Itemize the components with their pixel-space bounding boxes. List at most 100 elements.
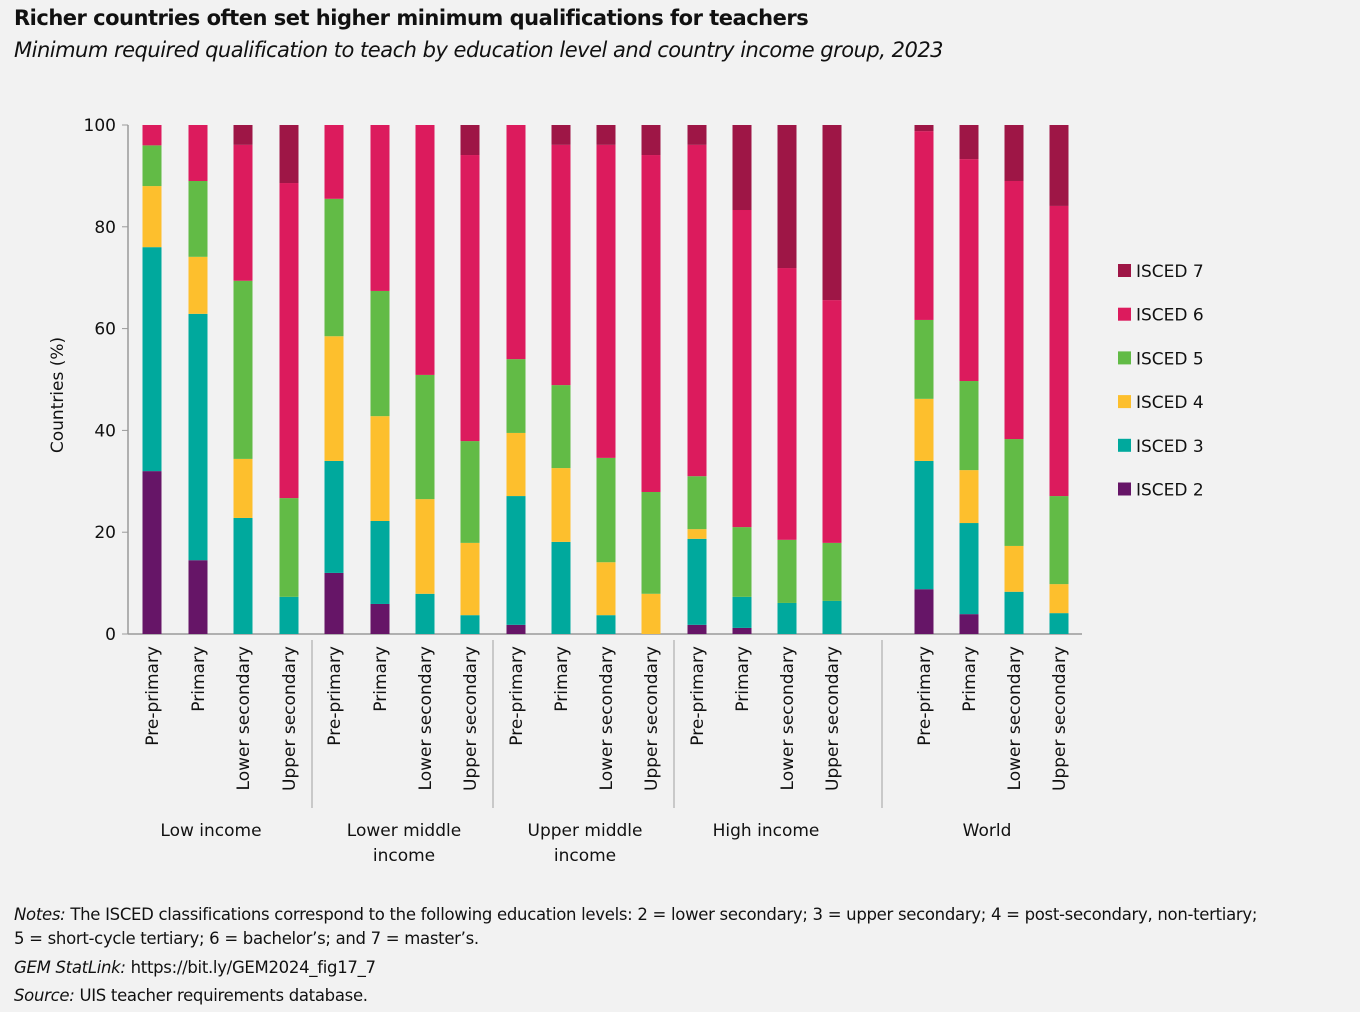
- statlink-label: GEM StatLink:: [14, 958, 126, 977]
- legend-swatch: [1118, 438, 1131, 452]
- x-tick-label: Primary: [371, 646, 391, 712]
- statlink-url[interactable]: https://bit.ly/GEM2024_fig17_7: [125, 958, 376, 977]
- x-tick-label: Primary: [552, 646, 572, 712]
- bar-segment-isced-7: [732, 125, 752, 211]
- bar-segment-isced-5: [506, 359, 526, 433]
- legend-swatch: [1118, 482, 1131, 496]
- bar-segment-isced-3: [959, 523, 979, 615]
- bar-segment-isced-3: [687, 538, 707, 625]
- bar-segment-isced-6: [415, 125, 435, 375]
- source-label: Source:: [14, 986, 75, 1005]
- bar-segment-isced-5: [370, 290, 390, 417]
- x-tick-label: Pre-primary: [143, 646, 163, 746]
- bar-segment-isced-5: [641, 491, 661, 594]
- bar-segment-isced-4: [551, 468, 571, 542]
- bar-segment-isced-4: [641, 593, 661, 634]
- x-tick-label: Upper secondary: [1050, 646, 1070, 791]
- bar-segment-isced-3: [914, 460, 934, 590]
- bar-segment-isced-7: [460, 125, 480, 156]
- bar-segment-isced-7: [641, 125, 661, 156]
- legend-label: ISCED 6: [1136, 306, 1204, 326]
- bar-segment-isced-4: [460, 542, 480, 616]
- x-tick-label: Lower secondary: [416, 646, 436, 790]
- bar-segment-isced-6: [1049, 205, 1069, 497]
- bar-segment-isced-5: [959, 381, 979, 471]
- bar-segment-isced-6: [959, 159, 979, 382]
- bar-segment-isced-3: [324, 460, 344, 573]
- bar-segment-isced-6: [460, 155, 480, 442]
- bar-segment-isced-4: [1004, 545, 1024, 592]
- bar-segment-isced-7: [233, 125, 253, 145]
- y-tick-label: 100: [84, 116, 116, 136]
- notes-label: Notes:: [14, 905, 66, 924]
- bar-segment-isced-4: [914, 398, 934, 461]
- bar-segment-isced-5: [1049, 496, 1069, 585]
- bar-segment-isced-6: [188, 125, 208, 181]
- bar-segment-isced-6: [1004, 180, 1024, 440]
- bar-segment-isced-5: [1004, 439, 1024, 546]
- x-tick-label: Primary: [733, 646, 753, 712]
- bar-segment-isced-6: [142, 125, 162, 146]
- bar-segment-isced-7: [1049, 125, 1069, 206]
- legend-label: ISCED 7: [1136, 262, 1204, 282]
- bar-segment-isced-7: [1004, 125, 1024, 181]
- bar-segment-isced-3: [279, 596, 299, 634]
- bar-segment-isced-4: [596, 562, 616, 616]
- x-tick-label: Primary: [189, 646, 209, 712]
- legend-swatch: [1118, 351, 1131, 365]
- bar-segment-isced-3: [188, 313, 208, 561]
- group-label: Lower middle: [347, 821, 461, 841]
- bar-segment-isced-5: [188, 180, 208, 257]
- bar-segment-isced-5: [142, 145, 162, 187]
- bar-segment-isced-6: [279, 183, 299, 499]
- group-label: Upper middle: [528, 821, 643, 841]
- bar-segment-isced-4: [324, 336, 344, 461]
- bar-segment-isced-3: [1004, 591, 1024, 634]
- x-tick-label: Lower secondary: [234, 646, 254, 790]
- bar-segment-isced-4: [1049, 584, 1069, 614]
- bar-segment-isced-2: [142, 471, 162, 634]
- x-tick-label: Pre-primary: [915, 646, 935, 746]
- bar-segment-isced-5: [233, 280, 253, 459]
- source: Source: UIS teacher requirements databas…: [14, 984, 368, 1008]
- legend-swatch: [1118, 264, 1131, 277]
- group-label: World: [963, 821, 1012, 841]
- y-tick-label: 40: [94, 421, 116, 441]
- bar-segment-isced-6: [551, 144, 571, 386]
- bar-segment-isced-6: [596, 144, 616, 458]
- bar-segment-isced-6: [732, 210, 752, 528]
- bar-segment-isced-6: [687, 144, 707, 477]
- bar-segment-isced-7: [279, 125, 299, 184]
- x-tick-label: Pre-primary: [507, 646, 527, 746]
- chart-title: Richer countries often set higher minimu…: [14, 6, 809, 30]
- x-tick-label: Upper secondary: [642, 646, 662, 791]
- bar-segment-isced-4: [233, 458, 253, 518]
- bar-segment-isced-3: [415, 593, 435, 634]
- bar-segment-isced-7: [822, 125, 842, 301]
- bar-segment-isced-5: [687, 476, 707, 530]
- bar-segment-isced-4: [415, 499, 435, 594]
- bar-segment-isced-3: [506, 496, 526, 625]
- legend-label: ISCED 3: [1136, 437, 1204, 457]
- bar-segment-isced-7: [914, 125, 934, 132]
- bar-segment-isced-2: [506, 624, 526, 634]
- statlink: GEM StatLink: https://bit.ly/GEM2024_fig…: [14, 956, 376, 980]
- bar-segment-isced-4: [370, 416, 390, 522]
- bar-segment-isced-5: [914, 319, 934, 399]
- bar-segment-isced-2: [914, 589, 934, 634]
- notes-line2: 5 = short-cycle tertiary; 6 = bachelor’s…: [14, 929, 479, 948]
- x-tick-label: Upper secondary: [823, 646, 843, 791]
- bar-segment-isced-4: [959, 470, 979, 524]
- bar-segment-isced-6: [506, 125, 526, 360]
- bar-segment-isced-3: [233, 517, 253, 634]
- bar-segment-isced-3: [370, 521, 390, 604]
- y-tick-label: 60: [94, 320, 116, 340]
- bar-segment-isced-5: [415, 374, 435, 500]
- bar-segment-isced-5: [732, 527, 752, 597]
- source-text: UIS teacher requirements database.: [74, 986, 368, 1005]
- chart-subtitle: Minimum required qualification to teach …: [14, 38, 944, 62]
- bar-segment-isced-2: [370, 603, 390, 634]
- bar-segment-isced-4: [506, 432, 526, 497]
- x-tick-label: Upper secondary: [461, 646, 481, 791]
